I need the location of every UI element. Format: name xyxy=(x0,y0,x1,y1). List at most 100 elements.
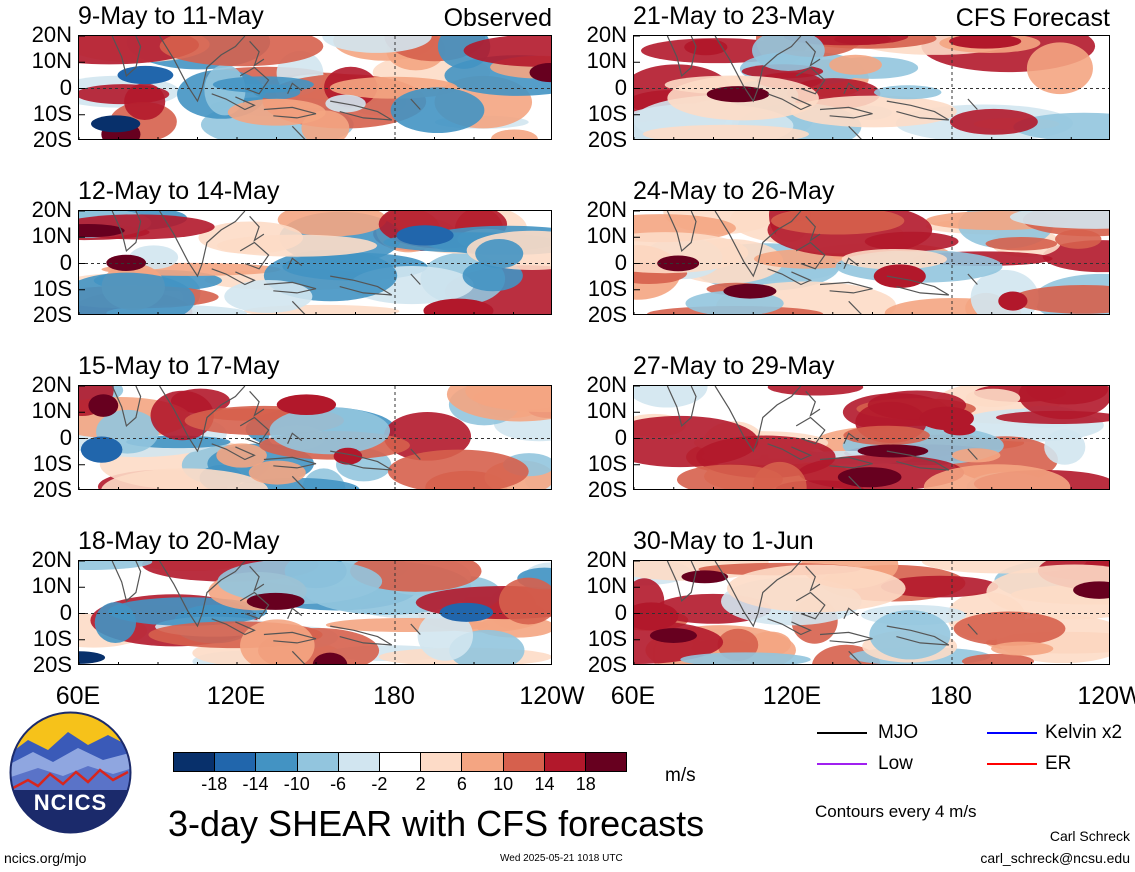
shear-anomaly-patch xyxy=(79,272,195,314)
coastline xyxy=(805,215,821,242)
colorbar-box xyxy=(174,753,216,771)
coastline xyxy=(714,211,802,278)
shear-core xyxy=(423,298,494,314)
shear-map-panel xyxy=(78,35,552,140)
coastline xyxy=(291,300,306,314)
shear-anomaly-patch xyxy=(473,386,551,413)
shear-anomaly-patch xyxy=(874,85,942,100)
colorbar-box xyxy=(379,753,422,771)
y-tick-label: 20S xyxy=(587,302,627,327)
y-tick-label: 20N xyxy=(31,547,72,572)
shear-anomaly-patch xyxy=(864,231,959,252)
legend-mjo-label: MJO xyxy=(878,722,919,743)
x-tick-label: 120W xyxy=(519,682,585,710)
coastline xyxy=(805,390,821,417)
panel-tag: Observed xyxy=(443,4,552,32)
shear-anomaly-patch xyxy=(953,611,1066,646)
ncics-logo: NCICS xyxy=(8,710,133,835)
y-tick-label: 10N xyxy=(31,48,72,74)
panel-tag: CFS Forecast xyxy=(955,4,1110,32)
shear-anomaly-patch xyxy=(159,36,324,67)
coastline xyxy=(211,443,256,461)
panel-title: 24-May to 26-May xyxy=(633,177,835,205)
shear-anomaly-patch xyxy=(767,386,864,396)
shear-anomaly-patch xyxy=(1044,429,1086,465)
shear-core xyxy=(857,444,929,458)
coastline xyxy=(239,416,270,445)
shear-core xyxy=(634,602,679,631)
coastline xyxy=(666,36,697,78)
y-tick-label: 0 xyxy=(614,424,627,450)
y-tick-label: 20N xyxy=(31,372,72,397)
shear-anomaly-patch xyxy=(749,631,792,656)
shear-core xyxy=(117,65,174,85)
coastline xyxy=(111,211,142,253)
legend-kelvin-line xyxy=(987,732,1037,734)
shear-anomaly-patch xyxy=(101,468,269,489)
shear-anomaly-patch xyxy=(869,610,951,660)
shear-anomaly-patch xyxy=(634,386,708,408)
shear-anomaly-patch xyxy=(680,652,811,664)
y-tick-label: 10N xyxy=(31,573,72,599)
shear-anomaly-patch xyxy=(1009,211,1109,229)
shear-anomaly-patch xyxy=(726,564,906,613)
shear-anomaly-patch xyxy=(498,577,551,625)
coastline xyxy=(330,450,393,471)
shear-core xyxy=(834,36,891,45)
coastline xyxy=(211,93,256,111)
x-tick-label: 120E xyxy=(762,682,822,710)
y-tick-label: 10S xyxy=(587,625,627,651)
colorbar-tick-label: 10 xyxy=(493,774,514,794)
coastline xyxy=(714,386,802,453)
coastline xyxy=(767,618,812,636)
shear-core xyxy=(246,592,305,610)
coastline xyxy=(886,625,950,646)
coastline xyxy=(714,561,802,628)
panel-title: 15-May to 17-May xyxy=(78,352,280,380)
coastline xyxy=(967,98,978,110)
coastline xyxy=(159,211,246,278)
y-tick-label: 20N xyxy=(586,22,627,47)
coastline xyxy=(795,241,826,270)
coastline xyxy=(795,591,826,620)
shear-anomaly-patch xyxy=(490,129,538,139)
y-tick-label: 10N xyxy=(31,398,72,424)
shear-core xyxy=(106,254,147,271)
coastline xyxy=(819,456,873,469)
x-tick-label: 60E xyxy=(55,682,101,710)
coastline xyxy=(848,650,862,664)
panel-title: 27-May to 29-May xyxy=(633,352,835,380)
logo-text: NCICS xyxy=(33,790,108,815)
coastline xyxy=(795,66,826,95)
footer-timestamp: Wed 2025-05-21 1018 UTC xyxy=(500,853,623,864)
y-tick-label: 20N xyxy=(586,197,627,222)
colorbar-tick-label: -6 xyxy=(330,774,347,794)
shear-anomaly-patch xyxy=(463,36,551,67)
shear-anomaly-patch xyxy=(79,561,153,570)
y-tick-label: 10S xyxy=(587,450,627,476)
coastline xyxy=(819,631,873,644)
y-tick-label: 0 xyxy=(59,249,72,275)
colorbar-tick-label: 6 xyxy=(456,774,467,794)
coastline xyxy=(211,618,256,636)
coastline xyxy=(843,82,859,95)
shear-anomaly-patch xyxy=(1042,240,1109,273)
panel-title: 12-May to 14-May xyxy=(78,177,280,205)
legend-low-line xyxy=(817,763,867,765)
footer-email[interactable]: carl_schreck@ncsu.edu xyxy=(980,850,1130,866)
coastline xyxy=(843,257,859,270)
coastline xyxy=(249,565,265,592)
shear-core xyxy=(276,394,337,415)
shear-map-panel xyxy=(633,35,1110,140)
coastline xyxy=(287,432,303,445)
shear-anomaly-patch xyxy=(387,449,529,489)
panel-title: 21-May to 23-May xyxy=(633,2,835,30)
coastline xyxy=(239,66,270,95)
y-tick-label: 0 xyxy=(59,74,72,100)
shear-core xyxy=(649,628,698,643)
shear-anomaly-patch xyxy=(248,460,306,485)
colorbar-box xyxy=(544,753,586,771)
shear-anomaly-patch xyxy=(986,564,1109,620)
coastline xyxy=(239,241,270,270)
footer-url[interactable]: ncics.org/mjo xyxy=(4,850,87,866)
